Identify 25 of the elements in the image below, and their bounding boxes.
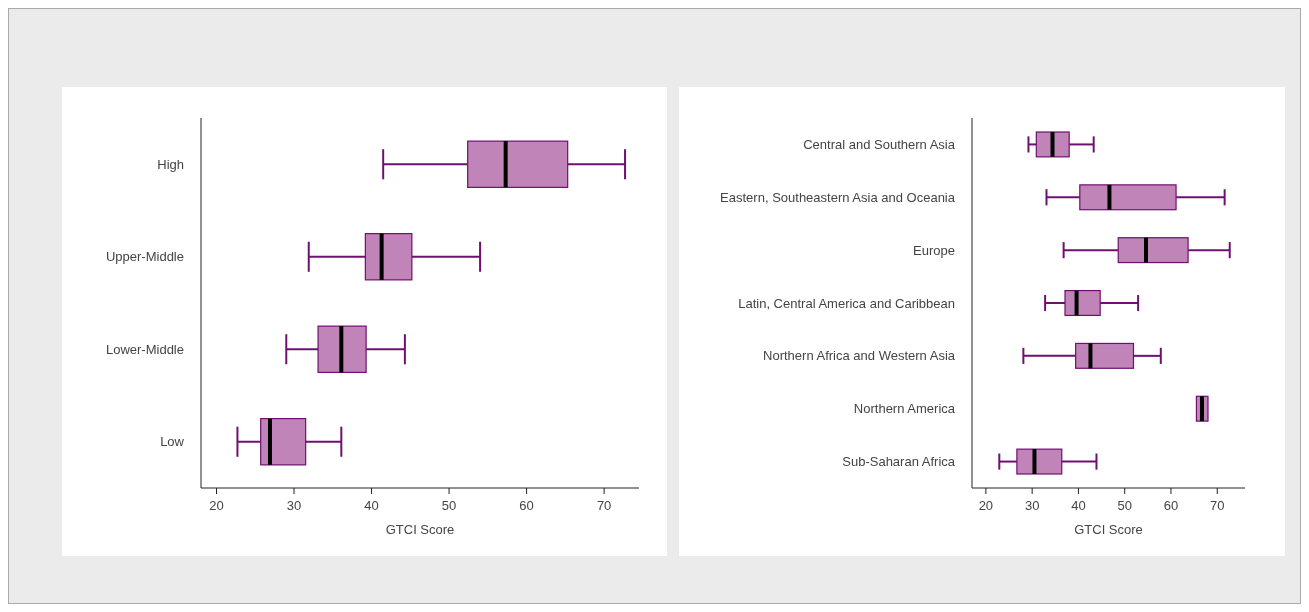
x-tick-label: 70 (1210, 498, 1225, 513)
y-tick-label: Eastern, Southeastern Asia and Oceania (720, 189, 956, 205)
y-tick-label: Low (160, 434, 185, 450)
x-tick-label: 30 (286, 498, 302, 513)
y-tick-label: Europe (913, 242, 955, 258)
y-tick-label: Northern Africa and Western Asia (763, 348, 956, 364)
y-tick-label: Latin, Central America and Caribbean (738, 295, 955, 311)
x-tick-label: 30 (1024, 498, 1040, 513)
x-tick-label: 50 (441, 498, 457, 513)
y-tick-label: Lower-Middle (105, 341, 184, 357)
x-tick-label: 40 (1071, 498, 1086, 513)
x-tick-label: 50 (1117, 498, 1132, 513)
x-tick-label: 60 (1163, 498, 1179, 513)
y-tick-label: High (157, 156, 184, 172)
x-tick-label: 40 (364, 498, 379, 513)
x-axis-title: GTCI Score (385, 522, 455, 537)
y-tick-label: Upper-Middle (105, 249, 184, 265)
y-tick-label: Northern America (853, 401, 956, 417)
x-tick-label: 60 (519, 498, 534, 513)
x-tick-label: 20 (978, 498, 994, 513)
y-tick-label: Central and Southern Asia (803, 136, 956, 152)
x-axis-title: GTCI Score (1074, 522, 1143, 537)
x-tick-label: 70 (596, 498, 612, 513)
y-tick-label: Sub-Saharan Africa (842, 454, 956, 470)
x-tick-label: 20 (209, 498, 224, 513)
